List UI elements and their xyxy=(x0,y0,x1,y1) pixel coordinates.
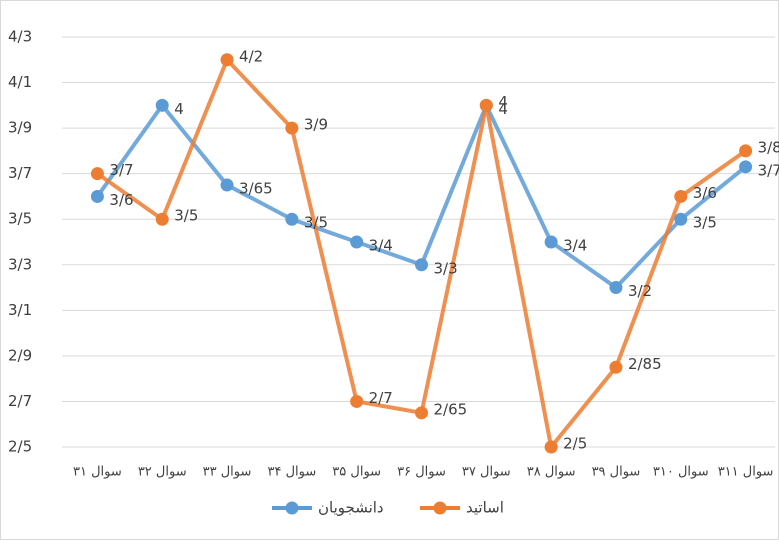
y-tick-label: 2/7 xyxy=(8,392,32,410)
y-tick-label: 2/9 xyxy=(8,346,32,364)
chart: 2/5 2/7 2/9 3/1 3/3 3/5 3/7 3/9 4/1 4/3 سوال ۳۱ سوا… xyxy=(0,0,779,540)
data-label: 3/8 xyxy=(758,138,779,156)
y-tick-label: 3/9 xyxy=(8,119,32,137)
legend-marker xyxy=(286,502,299,515)
data-label: 3/3 xyxy=(434,259,458,277)
data-point xyxy=(350,236,363,249)
data-point xyxy=(156,99,169,112)
data-label: 4 xyxy=(174,100,184,118)
data-point xyxy=(221,53,234,66)
x-tick-label: سوال ۳۳ xyxy=(203,465,252,480)
x-tick-label: سوال ۳۸ xyxy=(527,465,576,480)
data-point xyxy=(674,213,687,226)
data-point xyxy=(91,167,104,180)
x-tick-label: سوال ۳۱۰ xyxy=(653,465,709,480)
data-point xyxy=(221,179,234,192)
x-tick-label: سوال ۳۶ xyxy=(397,465,446,480)
y-tick-label: 3/3 xyxy=(8,255,32,273)
data-point xyxy=(285,122,298,135)
data-point xyxy=(609,281,622,294)
data-label: 3/2 xyxy=(628,282,652,300)
data-label: 3/73 xyxy=(758,161,779,179)
data-point xyxy=(609,361,622,374)
data-point xyxy=(91,190,104,203)
data-point xyxy=(739,144,752,157)
data-label: 2/85 xyxy=(628,355,662,373)
y-tick-label: 3/7 xyxy=(8,164,32,182)
data-label: 2/65 xyxy=(434,400,468,418)
x-tick-label: سوال ۳۹ xyxy=(592,465,641,480)
data-point xyxy=(739,160,752,173)
data-point xyxy=(156,213,169,226)
data-label: 3/6 xyxy=(109,191,133,209)
y-tick-label: 4/1 xyxy=(8,73,32,91)
data-label: 4 xyxy=(498,93,508,111)
x-tick-label: سوال ۳۲ xyxy=(138,465,187,480)
data-point xyxy=(415,258,428,271)
x-tick-label: سوال ۳۴ xyxy=(267,465,316,480)
data-point xyxy=(285,213,298,226)
data-point xyxy=(545,236,558,249)
y-tick-label: 3/1 xyxy=(8,301,32,319)
data-point xyxy=(480,99,493,112)
data-label: 3/4 xyxy=(369,237,393,255)
data-point xyxy=(674,190,687,203)
data-label: 3/5 xyxy=(304,214,328,232)
x-tick-label: سوال ۳۵ xyxy=(332,465,381,480)
data-label: 3/7 xyxy=(109,161,133,179)
data-label: 3/5 xyxy=(174,207,198,225)
data-label: 3/65 xyxy=(239,180,273,198)
y-tick-label: 4/3 xyxy=(8,28,32,46)
data-label: 2/7 xyxy=(369,389,393,407)
data-label: 4/2 xyxy=(239,47,263,65)
data-label: 2/5 xyxy=(563,435,587,453)
data-label: 3/4 xyxy=(563,237,587,255)
data-label: 3/6 xyxy=(693,184,717,202)
chart-border xyxy=(1,1,779,540)
y-tick-label: 2/5 xyxy=(8,438,32,456)
data-label: 3/5 xyxy=(693,214,717,232)
legend-label: اساتید xyxy=(466,499,504,517)
legend-label: دانشجویان xyxy=(318,499,384,517)
data-point xyxy=(350,395,363,408)
x-tick-label: سوال ۳۱ xyxy=(73,465,122,480)
y-tick-label: 3/5 xyxy=(8,210,32,228)
x-tick-label: سوال ۳۱۱ xyxy=(718,465,774,480)
data-label: 3/9 xyxy=(304,116,328,134)
data-point xyxy=(545,441,558,454)
legend-marker xyxy=(434,502,447,515)
x-tick-label: سوال ۳۷ xyxy=(462,465,511,480)
data-point xyxy=(415,406,428,419)
